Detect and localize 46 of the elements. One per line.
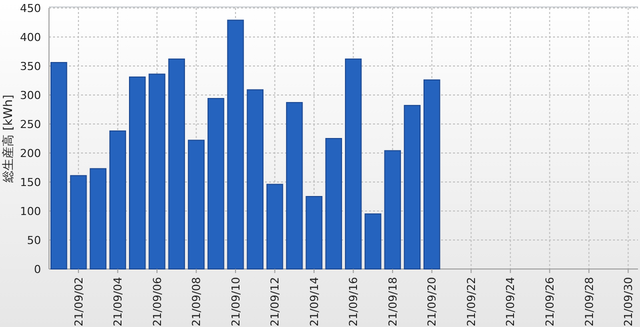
bar (128, 76, 146, 270)
bar (188, 140, 205, 270)
y-axis-title: 総生産高 [kWh] (1, 94, 15, 184)
x-tick-label: 21/09/14 (308, 277, 321, 326)
bar (90, 168, 106, 270)
x-tick-label: 21/09/20 (426, 277, 439, 326)
x-tick-label: 21/09/30 (622, 277, 636, 326)
bar (208, 98, 224, 270)
x-tick-label: 21/09/18 (386, 277, 400, 326)
bar (109, 130, 126, 270)
y-tick-label: 0 (34, 262, 41, 276)
y-tick-label: 350 (20, 60, 41, 73)
bar (266, 184, 284, 270)
x-tick-label: 21/09/28 (582, 277, 596, 326)
x-tick-label: 21/09/12 (268, 277, 282, 326)
x-tick-label: 21/09/16 (347, 277, 360, 326)
x-tick-label: 21/09/06 (150, 277, 164, 326)
x-tick-label: 21/09/22 (464, 277, 478, 326)
bar (364, 213, 382, 270)
bar (423, 79, 440, 270)
bar (227, 20, 244, 270)
y-tick-label: 250 (20, 118, 41, 131)
bar (246, 89, 264, 270)
x-tick-label: 21/09/26 (544, 277, 556, 326)
bar (404, 104, 421, 270)
bar (384, 150, 401, 270)
bar (344, 58, 362, 270)
bar (148, 74, 166, 270)
bar (168, 58, 185, 270)
y-tick-label: 300 (20, 88, 41, 102)
bar (306, 196, 322, 270)
x-tick-label: 21/09/24 (504, 277, 518, 326)
y-tick-label: 100 (20, 204, 41, 218)
bar (70, 175, 87, 270)
y-tick-label: 400 (20, 30, 41, 44)
y-tick-label: 150 (20, 176, 41, 189)
bar (325, 138, 342, 270)
y-tick-label: 450 (20, 2, 41, 15)
x-tick-label: 21/09/10 (229, 277, 242, 326)
x-tick-label: 21/09/02 (72, 277, 86, 326)
y-tick-label: 50 (27, 234, 41, 247)
x-tick-label: 21/09/08 (190, 277, 204, 326)
bar (286, 102, 303, 270)
y-tick-label: 200 (20, 146, 41, 160)
x-tick-label: 21/09/04 (112, 277, 125, 326)
bar (50, 62, 68, 270)
